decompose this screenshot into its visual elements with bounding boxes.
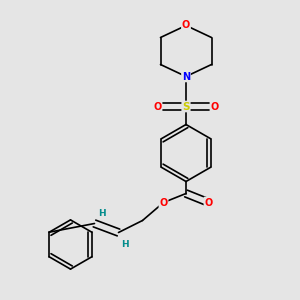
- Text: O: O: [204, 197, 213, 208]
- Text: O: O: [159, 197, 168, 208]
- Text: N: N: [182, 71, 190, 82]
- Text: O: O: [210, 101, 219, 112]
- Text: S: S: [182, 101, 190, 112]
- Text: H: H: [121, 240, 128, 249]
- Text: O: O: [182, 20, 190, 31]
- Text: O: O: [153, 101, 162, 112]
- Text: H: H: [98, 208, 106, 217]
